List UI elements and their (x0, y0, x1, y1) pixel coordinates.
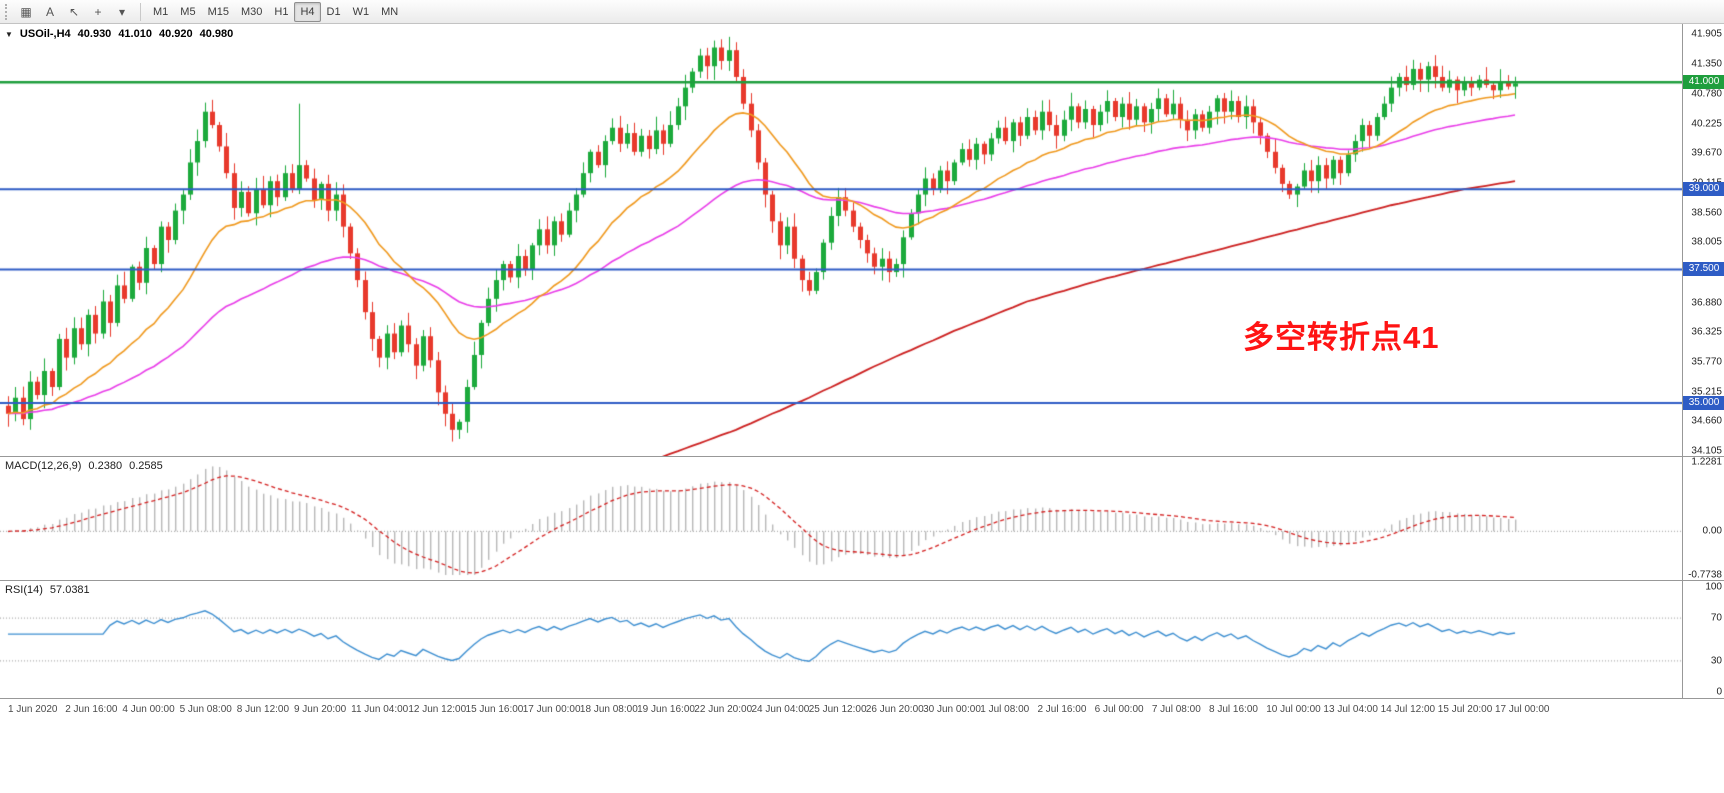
toolbar: ▦ A ↖ + ▾ M1 M5 M15 M30 H1 H4 D1 W1 MN (0, 0, 1724, 24)
macd-tick-label: -0.7738 (1688, 569, 1722, 581)
time-tick-label: 9 Jun 20:00 (293, 704, 347, 715)
time-tick-label: 1 Jun 2020 (8, 704, 58, 715)
price-tick-label: 34.660 (1691, 415, 1722, 427)
time-tick-label: 6 Jul 00:00 (1094, 704, 1144, 715)
toolbar-grip[interactable] (5, 3, 9, 20)
time-tick-label: 10 Jul 00:00 (1266, 704, 1321, 715)
cursor-tool-icon[interactable]: ↖ (68, 4, 80, 19)
rsi-value: 57.0381 (49, 584, 90, 596)
time-tick-label: 18 Jun 08:00 (579, 704, 638, 715)
timeframe-m5-button[interactable]: M5 (180, 5, 196, 18)
timeframe-d1-button[interactable]: D1 (326, 5, 341, 18)
timeframe-h4-button[interactable]: H4 (294, 1, 321, 22)
time-tick-label: 7 Jul 08:00 (1151, 704, 1201, 715)
price-level-badge: 39.000 (1683, 182, 1724, 197)
price-level-badge: 35.000 (1683, 396, 1724, 411)
time-tick-label: 11 Jun 04:00 (351, 704, 409, 715)
time-tick-label: 8 Jul 16:00 (1209, 704, 1258, 715)
price-level-badge: 37.500 (1683, 262, 1724, 277)
macd-chart-canvas[interactable] (0, 457, 1682, 580)
price-tick-label: 36.325 (1691, 326, 1722, 338)
rsi-indicator-panel: RSI(14) 57.0381 100 70 30 0 (0, 581, 1724, 699)
timeframe-group: M1 M5 M15 M30 H1 H4 D1 W1 MN (147, 1, 404, 22)
ohlc-close: 40.980 (199, 28, 234, 40)
ohlc-high: 41.010 (118, 28, 152, 40)
rsi-tick-label: 0 (1716, 686, 1722, 698)
price-tick-label: 39.670 (1691, 147, 1722, 159)
toolbar-separator (140, 2, 141, 21)
time-tick-label: 26 Jun 20:00 (865, 704, 924, 715)
macd-signal-value: 0.2585 (129, 460, 163, 472)
timeframe-h1-button[interactable]: H1 (274, 5, 289, 18)
chart-type-icon[interactable]: ▦ (20, 4, 32, 19)
macd-main-value: 0.2380 (88, 460, 123, 472)
ohlc-open: 40.930 (77, 28, 112, 40)
candlestick-chart-canvas[interactable] (0, 24, 1682, 456)
price-tick-label: 34.105 (1691, 445, 1722, 457)
price-tick-label: 36.880 (1691, 297, 1722, 309)
time-tick-label: 15 Jul 20:00 (1437, 704, 1493, 715)
price-level-badge: 41.000 (1683, 75, 1724, 90)
time-tick-label: 22 Jun 20:00 (694, 704, 753, 715)
price-tick-label: 38.560 (1691, 207, 1722, 219)
time-tick-label: 8 Jun 12:00 (236, 704, 290, 715)
macd-tick-label: 0.00 (1702, 525, 1722, 537)
price-tick-label: 41.350 (1691, 58, 1722, 70)
collapse-chart-icon[interactable]: ▼ (5, 29, 13, 39)
chart-annotation-text: 多空转折点41 (1243, 320, 1440, 355)
toolbar-icon-group: ▦ A ↖ + ▾ (14, 2, 134, 22)
crosshair-tool-icon[interactable]: + (94, 4, 102, 19)
time-tick-label: 15 Jun 16:00 (465, 704, 524, 715)
price-tick-label: 38.005 (1691, 236, 1722, 248)
symbol-period-label: USOil-,H4 (19, 28, 71, 40)
price-tick-label: 40.780 (1691, 88, 1722, 100)
tools-dropdown-icon[interactable]: ▾ (118, 4, 126, 19)
price-scale[interactable]: 41.90541.35040.78040.22539.67039.11538.5… (1682, 24, 1724, 456)
window-empty-area (0, 721, 1724, 793)
price-tick-label: 40.225 (1691, 118, 1722, 130)
timeframe-m1-button[interactable]: M1 (153, 5, 169, 18)
timeframe-mn-button[interactable]: MN (381, 5, 399, 18)
chart-title: ▼ USOil-,H4 40.930 41.010 40.920 40.980 (5, 28, 233, 40)
time-tick-label: 12 Jun 12:00 (408, 704, 467, 715)
time-tick-label: 19 Jun 16:00 (637, 704, 695, 715)
macd-indicator-panel: MACD(12,26,9) 0.2380 0.2585 1.2281 0.00 -0… (0, 457, 1724, 581)
macd-label: MACD(12,26,9) 0.2380 0.2585 (5, 460, 163, 472)
time-tick-label: 14 Jul 12:00 (1380, 704, 1436, 715)
time-tick-label: 30 Jun 00:00 (923, 704, 981, 715)
price-tick-label: 41.905 (1691, 28, 1722, 40)
main-chart-panel: ▼ USOil-,H4 40.930 41.010 40.920 40.980 … (0, 24, 1724, 457)
rsi-scale[interactable]: 100 70 30 0 (1682, 581, 1724, 698)
price-tick-label: 35.770 (1691, 356, 1722, 368)
time-axis[interactable]: 1 Jun 2020 2 Jun 16:00 4 Jun 00:00 5 Jun 08… (0, 699, 1724, 721)
time-tick-label: 13 Jul 04:00 (1323, 704, 1378, 715)
price-tick-label: 35.215 (1691, 386, 1722, 398)
time-tick-label: 2 Jun 16:00 (65, 704, 118, 715)
timeframe-m15-button[interactable]: M15 (207, 5, 229, 18)
time-tick-label: 17 Jul 00:00 (1495, 704, 1550, 715)
macd-scale[interactable]: 1.2281 0.00 -0.7738 (1682, 456, 1724, 581)
timeframe-w1-button[interactable]: W1 (352, 5, 370, 18)
time-tick-label: 5 Jun 08:00 (179, 704, 232, 715)
macd-tick-label: 1.2281 (1691, 456, 1722, 468)
rsi-tick-label: 30 (1710, 655, 1722, 667)
time-tick-label: 25 Jun 12:00 (808, 704, 867, 715)
time-tick-label: 24 Jun 04:00 (751, 704, 810, 715)
timeframe-m30-button[interactable]: M30 (240, 5, 263, 18)
rsi-tick-label: 100 (1705, 581, 1722, 593)
rsi-label: RSI(14) 57.0381 (5, 584, 90, 596)
macd-name: MACD(12,26,9) (5, 460, 82, 472)
time-tick-label: 1 Jul 08:00 (980, 704, 1030, 715)
annotation-a-button[interactable]: A (45, 4, 54, 19)
time-tick-label: 17 Jun 00:00 (522, 704, 581, 715)
time-tick-label: 2 Jul 16:00 (1037, 704, 1087, 715)
ohlc-low: 40.920 (158, 28, 193, 40)
rsi-chart-canvas[interactable] (0, 581, 1682, 698)
time-tick-label: 4 Jun 00:00 (122, 704, 175, 715)
rsi-name: RSI(14) (5, 584, 43, 596)
rsi-tick-label: 70 (1710, 612, 1722, 624)
